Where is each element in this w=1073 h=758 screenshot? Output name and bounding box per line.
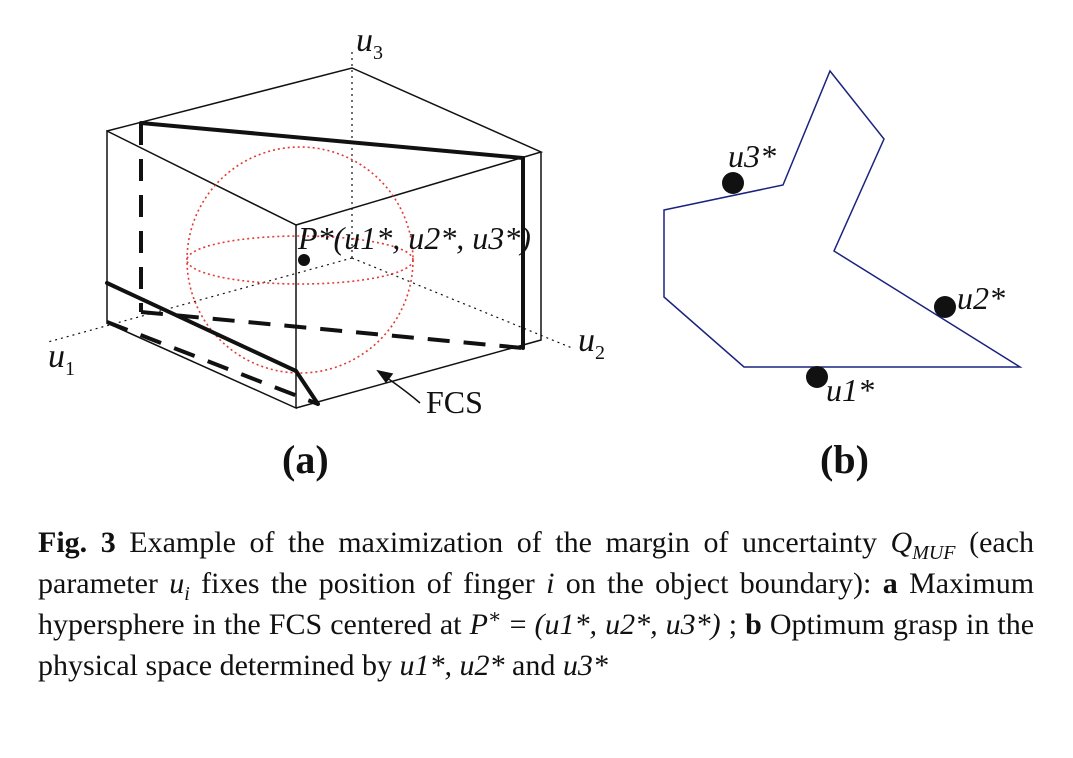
figure-caption: Fig. 3 Example of the maximization of th… (38, 526, 1035, 682)
fcs-polytope-dashed (106, 123, 524, 406)
caption-and: and (512, 649, 556, 682)
caption-fig-label: Fig. 3 (38, 526, 116, 559)
caption-p-star: P∗ (469, 606, 502, 641)
fcs-box (106, 67, 544, 410)
contact-u2-label: u2* (957, 280, 1005, 316)
contact-point-u3 (722, 172, 744, 194)
axis-u1-label: u1 (48, 338, 75, 380)
caption-b-label: b (745, 608, 762, 641)
fcs-polytope-solid (105, 121, 525, 406)
contact-point-u2 (934, 296, 956, 318)
hypersphere (186, 146, 414, 374)
caption-end-3: u3* (562, 649, 608, 682)
caption-param: ui (169, 567, 190, 605)
axis-u3-label: u3 (356, 22, 383, 64)
panel-b-label: (b) (820, 437, 869, 482)
caption-end-2: u2* (459, 649, 505, 682)
p-star-label: P*(u1*, u2*, u3*) (298, 220, 531, 256)
caption-text-5: Maximum hypersphere in the FCS centered … (38, 567, 1035, 641)
panel-a-label: (a) (282, 437, 329, 482)
caption-end-1: u1*, (399, 649, 453, 682)
fcs-label: FCS (426, 384, 483, 420)
axis-u2-label: u2 (578, 322, 605, 364)
contact-u1-label: u1* (826, 372, 874, 408)
caption-text-3: fixes the position of finger (201, 567, 535, 600)
figure: u3 u1 u2 P*(u1*, u2*, u3*) FCS (a) u3* u… (47, 22, 1023, 482)
axes (47, 52, 573, 349)
caption-a-label: a (882, 567, 898, 600)
axis-u1-line (47, 257, 353, 343)
caption-text-4: on the object boundary): (565, 567, 872, 600)
caption-q-symbol: QMUF (890, 526, 956, 564)
caption-equals: = (509, 608, 527, 641)
axis-u2-line (351, 257, 573, 349)
caption-tuple: (u1*, u2*, u3*) (534, 608, 721, 641)
caption-text-6: Optimum grasp in the physical space dete… (38, 608, 1035, 682)
contact-u3-label: u3* (728, 138, 776, 174)
caption-finger: i (546, 567, 555, 600)
caption-text-2: (each parameter (38, 526, 1035, 600)
figure-canvas (47, 52, 1023, 410)
fcs-arrow (376, 369, 421, 404)
caption-text-1: Example of the maximization of the margi… (129, 526, 877, 559)
p-star-point (298, 254, 310, 266)
object-boundary (663, 69, 1023, 368)
contact-point-u1 (806, 366, 828, 388)
